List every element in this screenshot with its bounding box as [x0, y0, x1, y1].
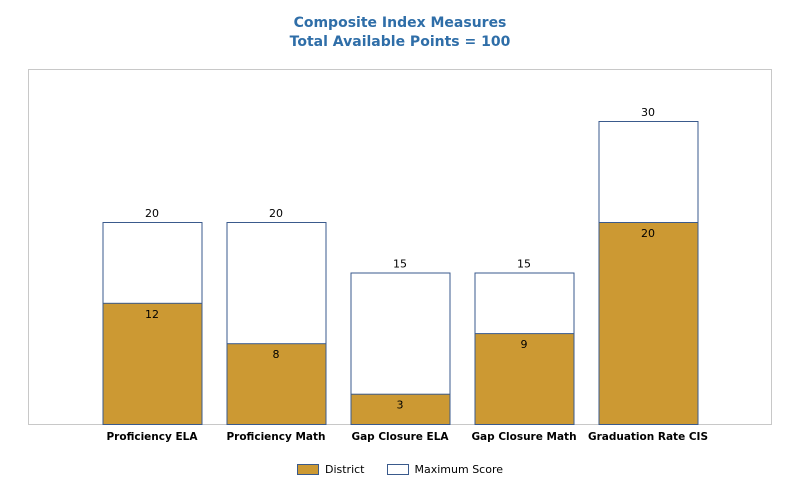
bars-layer: 20 12 Proficiency ELA 20 8 Proficiency Math 15…: [102, 106, 708, 443]
data-label-district: 8: [273, 348, 280, 361]
x-tick-label: Gap Closure ELA: [351, 431, 449, 443]
data-label-maximum-score: 15: [517, 258, 531, 271]
bar-district: [350, 393, 451, 426]
data-label-district: 12: [145, 308, 159, 321]
bar-district: [598, 222, 699, 425]
data-label-district: 9: [521, 338, 528, 351]
x-tick-label: Proficiency ELA: [106, 431, 198, 443]
legend: District Maximum Score: [0, 463, 800, 476]
bar-district: [474, 333, 575, 426]
data-label-district: 20: [641, 227, 655, 240]
x-tick-label: Gap Closure Math: [471, 431, 576, 443]
legend-swatch-maximum-score: [386, 464, 409, 475]
data-label-district: 3: [397, 399, 404, 412]
bar-district: [226, 343, 327, 426]
legend-item-district: District: [296, 463, 365, 476]
x-tick-label: Proficiency Math: [226, 431, 325, 443]
legend-label-maximum-score: Maximum Score: [414, 463, 504, 476]
legend-label-district: District: [324, 463, 365, 476]
legend-item-maximum-score: Maximum Score: [386, 463, 504, 476]
chart-title: Composite Index Measures Total Available…: [0, 14, 800, 52]
x-tick-label: Graduation Rate CIS: [588, 431, 708, 443]
chart-subtitle: Total Available Points = 100: [289, 34, 511, 50]
bar-district: [102, 302, 203, 425]
chart-title-main: Composite Index Measures: [293, 15, 507, 31]
data-label-maximum-score: 15: [393, 258, 407, 271]
data-label-maximum-score: 30: [641, 106, 655, 119]
legend-swatch-district: [296, 464, 319, 475]
data-label-maximum-score: 20: [145, 207, 159, 220]
data-label-maximum-score: 20: [269, 207, 283, 220]
